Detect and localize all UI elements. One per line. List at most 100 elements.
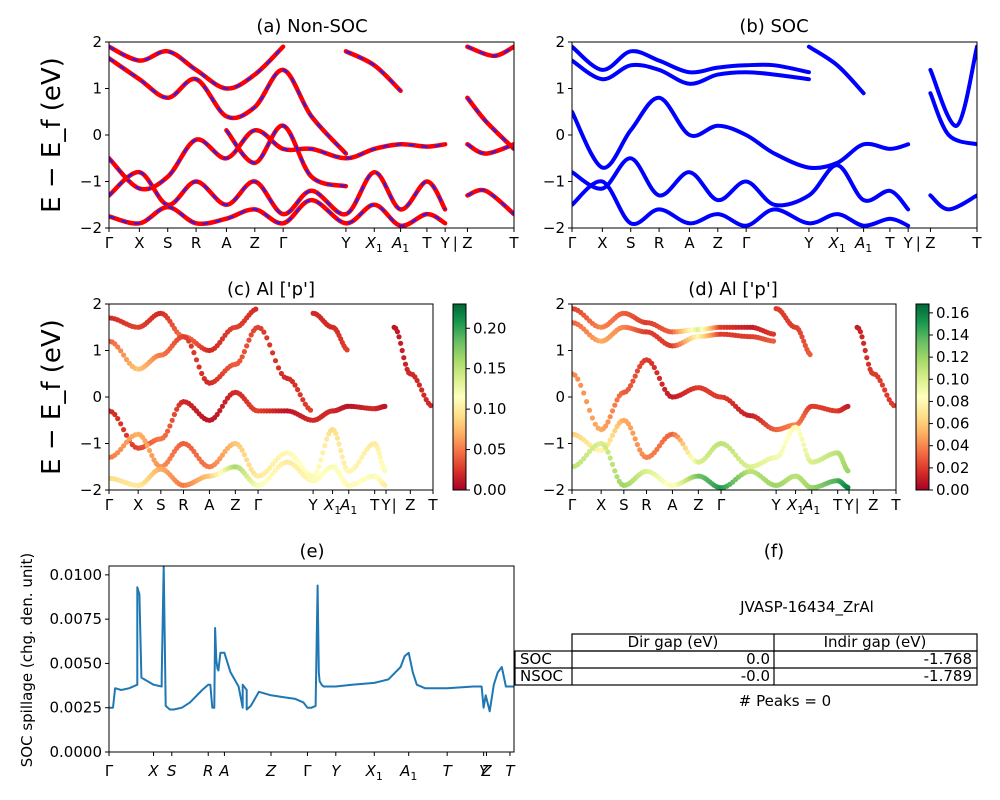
panel-c-xtick-label: Y <box>380 496 391 514</box>
band-point <box>186 338 192 344</box>
band-point <box>121 352 127 358</box>
band-point <box>253 306 259 312</box>
panel-c-ytick-label: 0 <box>92 388 102 406</box>
band-point <box>654 446 660 452</box>
band-point <box>628 383 634 389</box>
band-line-red <box>343 49 403 94</box>
panel-b-xtick-label: S <box>626 234 636 252</box>
panel-a-xtick-label: Z <box>462 234 472 252</box>
panel-d-xtick-label: Γ <box>717 496 726 514</box>
panel-d-plot-area <box>572 306 896 490</box>
band-point <box>685 449 691 456</box>
band-point <box>258 325 264 332</box>
band-point <box>797 330 804 336</box>
band-point <box>614 474 620 480</box>
panel-d-colorbar-label: 0.14 <box>936 326 969 344</box>
panel-c-xtick-label: S <box>156 496 166 514</box>
band-point <box>864 355 870 361</box>
band-point <box>802 342 808 349</box>
band-point <box>188 343 194 349</box>
band-point <box>396 334 402 340</box>
band-point <box>297 392 303 398</box>
band-point <box>382 403 388 409</box>
band-point <box>612 428 618 434</box>
band-point <box>196 364 202 370</box>
panel-a-plot-area <box>109 44 514 228</box>
panel-d-colorbar-label: 0.16 <box>936 304 969 322</box>
band-point <box>614 397 620 403</box>
band-point <box>112 411 118 418</box>
band-point <box>336 441 342 447</box>
band-point <box>419 387 425 393</box>
panel-c-xtick-label: | <box>392 496 397 514</box>
band-point <box>394 329 400 335</box>
band-point <box>241 349 247 355</box>
panel-a-xtick-label: | <box>453 234 458 252</box>
band-point <box>584 399 590 405</box>
band-point <box>634 442 641 448</box>
panel-b-xtick-label: A1 <box>854 234 872 255</box>
table-subtitle: JVASP-16434_ZrAl <box>739 598 874 617</box>
panel-b-title: (b) SOC <box>739 16 808 37</box>
band-point <box>801 338 807 344</box>
panel-d-xtick-label: S <box>619 496 629 514</box>
panel-b-xtick-label: A <box>684 234 695 252</box>
panel-a-xtick-label: T <box>421 234 432 252</box>
band-point <box>267 342 273 348</box>
table-row-soc-dir: 0.0 <box>746 650 770 668</box>
band-point <box>167 423 173 429</box>
panel-c-colorbar-label: 0.20 <box>473 319 506 337</box>
band-point <box>637 447 643 453</box>
band-point <box>399 347 405 354</box>
band-point <box>586 407 593 413</box>
band-point <box>324 436 330 442</box>
table-row-nsoc-indir: -1.789 <box>924 667 972 685</box>
panel-d-xtick-label: X1 <box>786 496 804 517</box>
band-point <box>398 340 404 346</box>
band-point <box>783 439 789 445</box>
table-row-soc-indir: -1.768 <box>924 650 972 668</box>
panel-c-colorbar-label: 0.15 <box>473 360 506 378</box>
panel-a-ytick-label: 1 <box>92 80 102 98</box>
band-point <box>859 334 865 340</box>
band-point <box>605 449 611 455</box>
panel-b-xtick-label: T <box>884 234 895 252</box>
band-point <box>845 468 851 474</box>
band-point <box>191 448 197 455</box>
band-line-blue <box>928 193 977 212</box>
band-line-red <box>109 128 448 192</box>
band-point <box>169 417 175 423</box>
panel-d-colorbar-gradient <box>915 303 930 491</box>
band-point <box>592 421 598 427</box>
band-point <box>779 448 785 454</box>
band-point <box>115 344 121 350</box>
band-point <box>292 382 298 388</box>
panel-e-ytick-label: 0.0025 <box>50 699 103 717</box>
band-point <box>677 437 683 443</box>
band-point <box>376 450 382 456</box>
band-line-blue-dashed <box>109 129 446 191</box>
band-point <box>123 356 130 363</box>
panel-d-ytick-label: 1 <box>555 342 565 360</box>
panel-c-colorbar-gradient <box>452 303 467 491</box>
band-point <box>316 463 322 470</box>
band-point <box>272 358 279 364</box>
panel-c-xtick-label: Γ <box>254 496 263 514</box>
panel-e-xtick-label: Γ <box>105 762 114 780</box>
band-point <box>199 370 205 377</box>
panel-e-xtick-label: A <box>218 762 229 780</box>
panel-c-colorbar-label: 0.05 <box>473 441 506 459</box>
panel-c-ytick-label: −2 <box>80 481 102 499</box>
band-point <box>402 361 409 367</box>
panel-b-xtick-label: Γ <box>742 234 751 252</box>
band-point <box>609 408 616 414</box>
band-line-blue <box>928 44 977 128</box>
panel-c-xtick-label: T <box>427 496 438 514</box>
panel-a-xtick-label: A <box>221 234 232 252</box>
band-point <box>416 382 422 388</box>
panel-e-ytick-label: 0.0000 <box>50 743 103 761</box>
band-point <box>857 329 864 335</box>
panel-e-plot-area <box>109 566 514 713</box>
band-point <box>261 329 267 335</box>
